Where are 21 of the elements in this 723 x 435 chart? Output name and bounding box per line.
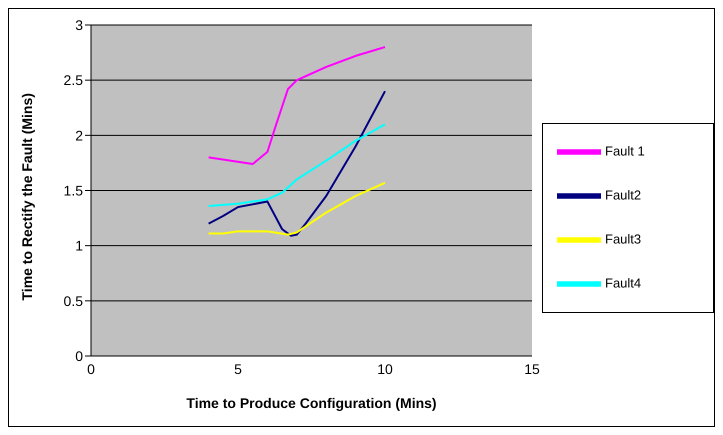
x-axis-title: Time to Produce Configuration (Mins)	[186, 395, 437, 411]
line-series	[208, 182, 386, 236]
y-tick-label: 0.5	[64, 292, 84, 309]
line-series	[208, 90, 386, 237]
legend-label: Fault3	[605, 230, 642, 246]
y-tick-label: 2	[75, 127, 84, 144]
x-tick-label: 10	[377, 360, 393, 377]
legend-label: Fault4	[605, 274, 642, 290]
line-series	[208, 123, 386, 207]
x-tick-label: 0	[87, 360, 96, 377]
y-tick-label: 3	[75, 16, 84, 33]
x-tick-label: 15	[524, 360, 540, 377]
x-tick-label: 5	[234, 360, 242, 377]
line-series	[208, 46, 386, 166]
y-axis-title: Time to Rectify the Fault (Mins)	[18, 93, 35, 300]
y-tick-label: 2.5	[64, 72, 84, 88]
y-tick-label: 1.5	[64, 182, 84, 198]
y-tick-label: 1	[75, 238, 84, 254]
legend-label: Fault 1	[605, 142, 645, 158]
y-tick-label: 0	[75, 348, 84, 364]
legend-label: Fault2	[605, 186, 642, 202]
